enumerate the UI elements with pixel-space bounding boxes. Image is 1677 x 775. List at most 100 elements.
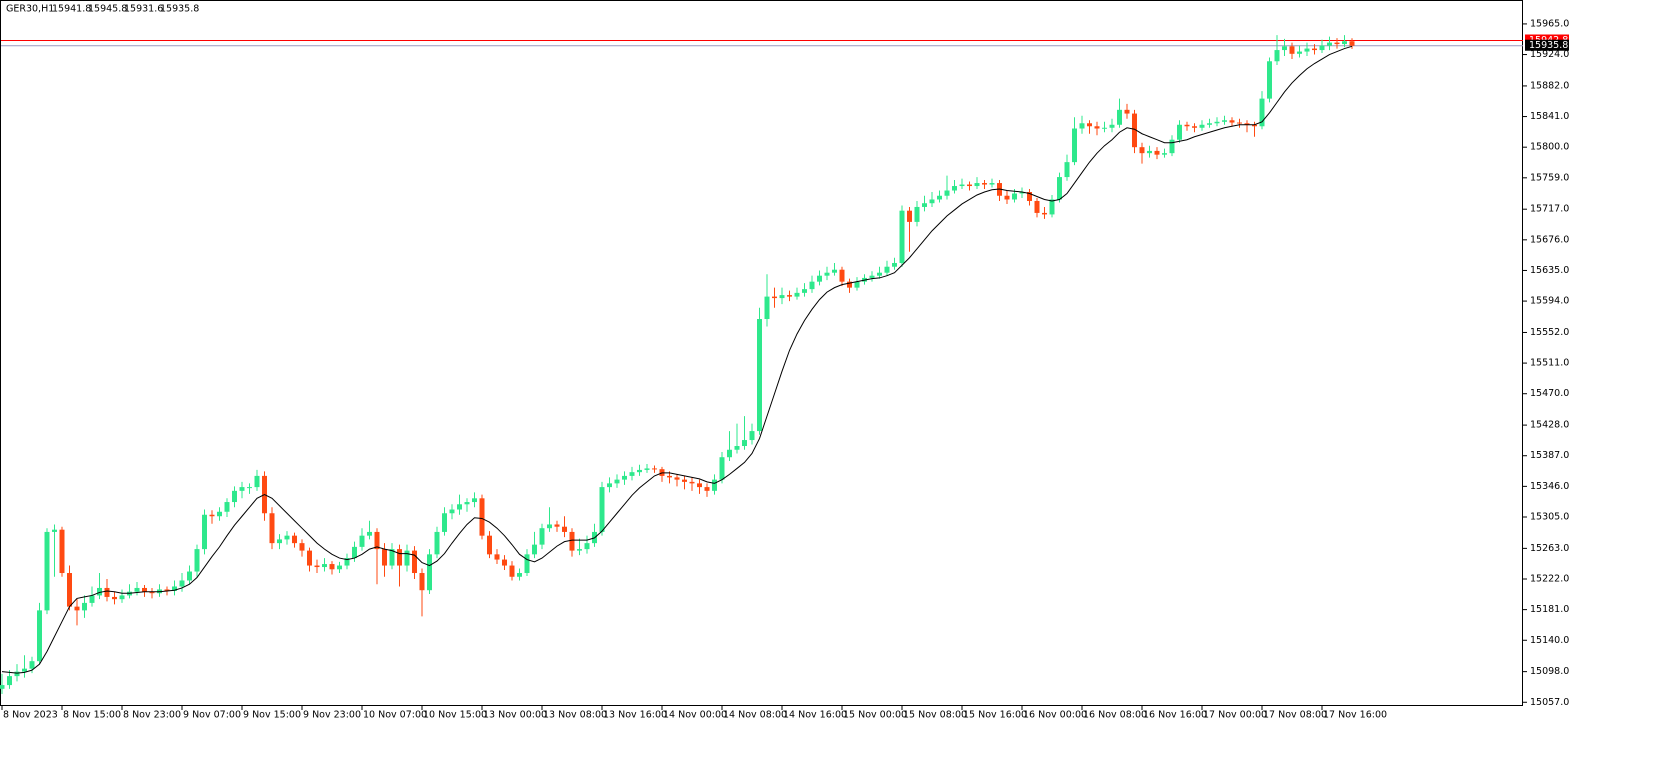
candle-body xyxy=(884,266,890,273)
candle-body xyxy=(719,457,725,480)
candle-body xyxy=(734,446,740,450)
candle-body xyxy=(674,477,680,480)
candle-body xyxy=(644,468,650,470)
candle-body xyxy=(1304,48,1310,52)
candle-body xyxy=(67,573,72,607)
candle-body xyxy=(172,586,177,591)
x-tick-label: 16 Nov 16:00 xyxy=(1143,710,1207,721)
candle-body xyxy=(554,524,560,527)
candle-body xyxy=(509,565,515,577)
candle-body xyxy=(1027,192,1032,201)
x-tick-label: 16 Nov 08:00 xyxy=(1083,710,1147,721)
candle-body xyxy=(637,469,642,473)
candle-body xyxy=(119,595,125,600)
candle-body xyxy=(247,487,252,489)
x-tick-label: 13 Nov 16:00 xyxy=(603,710,667,721)
candle-body xyxy=(929,199,935,204)
candle-body xyxy=(52,529,57,532)
candle-body xyxy=(614,479,620,484)
x-tick-label: 10 Nov 15:00 xyxy=(423,710,487,721)
candle-body xyxy=(652,468,657,470)
candle-body xyxy=(1124,109,1130,114)
candle-body xyxy=(899,210,905,263)
candle-body xyxy=(449,509,455,514)
candle-body xyxy=(44,531,50,611)
candle-body xyxy=(457,504,462,510)
candle-body xyxy=(832,269,837,273)
candle-body xyxy=(1042,212,1047,215)
y-tick-label: 15181.0 xyxy=(1530,604,1569,615)
y-tick-label: 15387.0 xyxy=(1530,450,1569,461)
candle-body xyxy=(1312,48,1317,51)
candle-body xyxy=(577,549,582,551)
candle-body xyxy=(787,295,792,297)
candle-body xyxy=(952,186,957,191)
candle-body xyxy=(839,269,845,282)
x-tick-label: 14 Nov 16:00 xyxy=(783,710,847,721)
candle-body xyxy=(704,487,710,491)
candle-body xyxy=(1034,200,1040,213)
candle-body xyxy=(1259,98,1265,127)
candle-body xyxy=(532,544,537,555)
x-tick-label: 15 Nov 16:00 xyxy=(963,710,1027,721)
candle-body xyxy=(22,668,27,672)
x-tick-label: 8 Nov 23:00 xyxy=(123,710,181,721)
candle-body xyxy=(224,502,230,512)
y-tick-label: 15140.0 xyxy=(1530,635,1569,646)
candle-body xyxy=(1222,120,1227,122)
x-tick-label: 17 Nov 00:00 xyxy=(1203,710,1267,721)
candle-body xyxy=(209,514,215,517)
candle-body xyxy=(689,481,695,484)
candle-body xyxy=(607,483,612,488)
x-tick-label: 8 Nov 2023 xyxy=(3,710,58,721)
candle-body xyxy=(352,546,357,559)
candle-body xyxy=(1087,123,1092,127)
candle-body xyxy=(1244,123,1250,125)
candle-body xyxy=(494,554,500,560)
candle-body xyxy=(539,528,545,545)
candle-body xyxy=(1094,126,1100,129)
candle-body xyxy=(292,535,297,544)
candle-body xyxy=(1079,123,1085,129)
y-tick-label: 15800.0 xyxy=(1530,142,1569,153)
candle-body xyxy=(667,475,672,478)
candle-body xyxy=(1102,127,1107,129)
candle-body xyxy=(269,513,275,544)
y-tick-label: 15841.0 xyxy=(1530,111,1569,122)
candle-body xyxy=(104,587,110,597)
candle-body xyxy=(254,475,260,488)
candle-body xyxy=(502,559,507,566)
candle-body xyxy=(217,511,222,517)
candle-body xyxy=(442,513,447,532)
x-tick-label: 13 Nov 00:00 xyxy=(483,710,547,721)
x-tick-label: 17 Nov 16:00 xyxy=(1323,710,1387,721)
price-label-box xyxy=(1525,39,1569,51)
y-tick-label: 15882.0 xyxy=(1530,80,1569,91)
candle-body xyxy=(1004,195,1010,200)
candle-body xyxy=(1072,128,1077,163)
x-tick-label: 9 Nov 07:00 xyxy=(183,710,241,721)
candle-body xyxy=(464,502,470,505)
candle-body xyxy=(982,183,987,185)
candle-body xyxy=(892,262,897,267)
x-tick-label: 16 Nov 00:00 xyxy=(1023,710,1087,721)
candle-body xyxy=(14,671,20,677)
candle-body xyxy=(742,440,747,447)
candle-body xyxy=(0,685,5,689)
header-open: 15941.8 xyxy=(52,4,91,15)
candle-body xyxy=(1154,150,1160,155)
candle-body xyxy=(727,449,732,458)
candle-body xyxy=(757,319,762,432)
candle-body xyxy=(487,535,492,555)
candle-body xyxy=(1349,41,1355,46)
y-tick-label: 15057.0 xyxy=(1530,697,1569,708)
candle-body xyxy=(1297,51,1302,54)
candle-body xyxy=(164,589,170,591)
candle-body xyxy=(82,602,87,611)
header-close: 15935.8 xyxy=(160,4,199,15)
candle-body xyxy=(817,275,822,282)
candle-body xyxy=(112,596,117,600)
candle-body xyxy=(877,272,882,276)
y-tick-label: 15924.0 xyxy=(1530,49,1569,60)
